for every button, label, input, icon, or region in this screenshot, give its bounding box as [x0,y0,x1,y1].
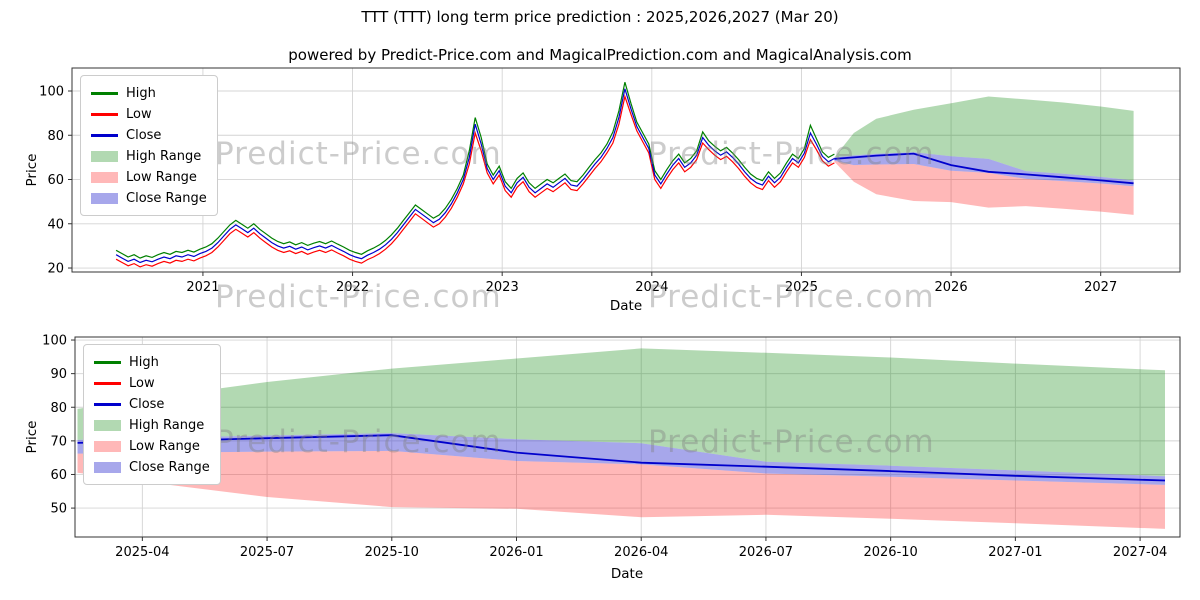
history-high-line [115,82,835,259]
legend-label: High [129,355,159,370]
high-range-band [834,96,1134,181]
plot-border [71,67,1181,273]
plot-border [74,336,1181,538]
high-swatch [94,361,121,364]
legend-label: Low [126,107,152,122]
low-swatch [94,382,121,385]
legend-label: High [126,86,156,101]
low-range-band [77,450,1165,529]
top-chart-xlabel: Date [609,298,643,314]
y-tick-label: 40 [47,217,64,232]
x-tick-label: 2027-04 [1113,545,1167,560]
history-close-line [115,88,835,264]
legend-item-close: Close [91,125,207,146]
legend-item-close-range: Close Range [91,188,207,209]
low-range-swatch [91,172,118,183]
y-tick-label: 20 [47,262,64,277]
page-subtitle: powered by Predict-Price.com and Magical… [288,46,912,64]
x-tick-label: 2026 [935,280,968,295]
x-tick-label: 2027-01 [988,545,1042,560]
tick-labels: 2021 2022 2023 2024 2025 2026 2027 20 40 60 80 100 [39,85,1117,295]
bottom-chart-xlabel: Date [610,566,644,582]
x-tick-label: 2025-07 [240,545,294,560]
close-swatch [94,403,121,406]
x-tick-label: 2026-07 [739,545,793,560]
y-tick-label: 70 [50,434,67,449]
legend-label: Low [129,376,155,391]
legend-item-low: Low [94,373,210,394]
high-swatch [91,92,118,95]
close-range-swatch [94,462,121,473]
low-range-band [834,160,1134,215]
x-tick-label: 2021 [186,280,219,295]
x-tick-label: 2026-04 [614,545,668,560]
page-title: TTT (TTT) long term price prediction : 2… [361,8,839,26]
bottom-chart-canvas: 2025-04 2025-07 2025-10 2026-01 2026-04 2026-… [42,334,1181,560]
y-tick-label: 80 [47,129,64,144]
x-tick-label: 2026-10 [863,545,917,560]
top-chart: 2021 2022 2023 2024 2025 2026 2027 20 40 60 80 100 … [0,60,1200,325]
x-tick-label: 2025-10 [365,545,419,560]
legend-item-high: High [91,83,207,104]
x-tick-label: 2027 [1084,280,1117,295]
x-tick-label: 2024 [635,280,668,295]
x-tick-label: 2026-01 [489,545,543,560]
legend-label: Close Range [126,191,207,206]
legend-label: High Range [126,149,202,164]
tick-labels: 2025-04 2025-07 2025-10 2026-01 2026-04 2026-… [42,334,1167,560]
high-range-swatch [94,420,121,431]
close-swatch [91,134,118,137]
history-low-line [115,94,835,268]
y-tick-label: 80 [50,401,67,416]
y-tick-label: 60 [47,173,64,188]
y-tick-label: 50 [50,502,67,517]
bottom-chart: 2025-04 2025-07 2025-10 2026-01 2026-04 2026-… [0,330,1200,600]
high-range-swatch [91,151,118,162]
low-range-swatch [94,441,121,452]
y-tick-label: 90 [50,367,67,382]
legend-item-low-range: Low Range [94,436,210,457]
legend-label: Close [126,128,162,143]
low-swatch [91,113,118,116]
x-tick-label: 2025-04 [115,545,169,560]
legend-item-close: Close [94,394,210,415]
top-chart-ylabel: Price [24,153,40,187]
legend-item-low: Low [91,104,207,125]
bottom-chart-ylabel: Price [24,420,40,454]
bottom-chart-legend: High Low Close High Range Low Range Close Ran… [83,344,221,485]
top-chart-legend: High Low Close High Range Low Range Close Ran… [80,75,218,216]
y-tick-label: 60 [50,468,67,483]
top-chart-canvas: 2021 2022 2023 2024 2025 2026 2027 20 40 60 80 100 [39,67,1181,295]
x-tick-label: 2023 [486,280,519,295]
legend-label: Close [129,397,165,412]
legend-label: Low Range [129,439,200,454]
legend-label: High Range [129,418,205,433]
high-range-band [77,348,1165,477]
legend-item-close-range: Close Range [94,457,210,478]
legend-item-low-range: Low Range [91,167,207,188]
x-tick-label: 2025 [785,280,818,295]
legend-item-high-range: High Range [91,146,207,167]
x-tick-label: 2022 [336,280,369,295]
close-range-swatch [91,193,118,204]
legend-item-high: High [94,352,210,373]
y-tick-label: 100 [42,334,67,349]
legend-label: Close Range [129,460,210,475]
gridlines [75,337,1180,537]
legend-item-high-range: High Range [94,415,210,436]
legend-label: Low Range [126,170,197,185]
prediction-close-line [834,152,1134,185]
y-tick-label: 100 [39,85,64,100]
